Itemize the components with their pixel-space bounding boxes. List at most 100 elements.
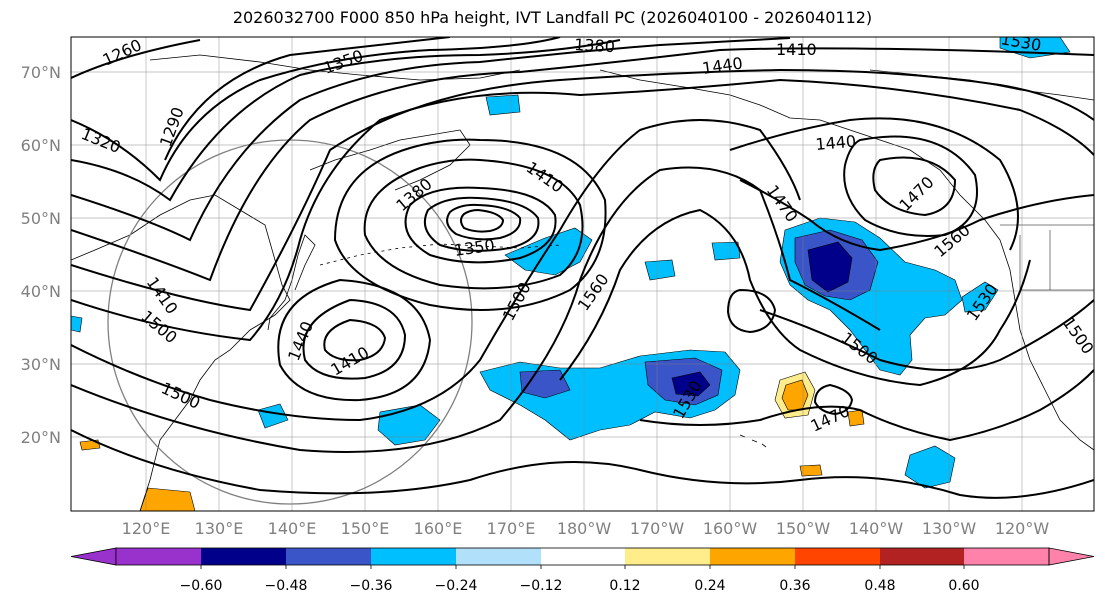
lon-tick: 160°W <box>703 519 758 538</box>
contour-high-ring <box>726 288 777 334</box>
colorbar-extend-high <box>1048 547 1095 566</box>
colorbar-tick: 0.12 <box>609 578 640 594</box>
colorbar-tick: 0.36 <box>779 578 810 594</box>
lon-tick: 160°E <box>414 519 463 538</box>
colorbar-tick: −0.12 <box>520 578 563 594</box>
colorbar-segment <box>201 548 286 565</box>
ivt-patch-8 <box>961 281 999 313</box>
contour-1260 <box>71 39 201 79</box>
colorbar-segment <box>880 548 964 565</box>
lat-tick: 30°N <box>21 355 61 374</box>
contour-east-1530 <box>739 179 1094 252</box>
coast-siberia <box>149 54 521 81</box>
contour-east-1500 <box>729 117 1019 251</box>
lat-tick: 60°N <box>21 136 61 155</box>
contour-label: 1440 <box>815 132 857 154</box>
contour-1500-east <box>759 299 1094 371</box>
contour-low-ring-3 <box>446 203 522 241</box>
colorbar-tick: 0.24 <box>694 578 725 594</box>
colorbar-segment <box>286 548 371 565</box>
ivt-patch-6 <box>644 259 676 281</box>
ivt-positive-5 <box>799 464 823 477</box>
colorbar-segments <box>70 547 1095 569</box>
contour-low-ring-outer2 <box>333 138 607 311</box>
colorbar-segment <box>625 548 710 565</box>
colorbar-tick-labels: −0.60 −0.48 −0.36 −0.24 −0.12 0.12 0.24 … <box>180 578 980 594</box>
contour-1410 <box>71 47 1094 282</box>
ivt-patch-7 <box>711 241 741 261</box>
lon-tick: 150°W <box>776 519 831 538</box>
ivt-positive-4 <box>139 487 196 511</box>
coast-north-america <box>999 239 1094 451</box>
contour-low-ring-2 <box>424 196 540 252</box>
contour-sub-1530 <box>639 369 1094 442</box>
lat-tick-labels: 20°N 30°N 40°N 50°N 60°N 70°N <box>21 63 61 447</box>
lon-tick: 140°E <box>268 519 317 538</box>
contour-1320 <box>71 37 561 182</box>
contour-1290 <box>164 37 451 161</box>
ivt-patch-4 <box>485 94 521 116</box>
page-title: 2026032700 F000 850 hPa height, IVT Land… <box>232 8 873 27</box>
contour-high-1470 <box>813 383 854 416</box>
contour-1500-south <box>71 429 1094 499</box>
coast-alaska <box>599 69 1001 241</box>
contour-1470-west <box>71 78 1094 342</box>
contour-pac-low-1470 <box>277 278 432 402</box>
ivt-patch-3 <box>904 445 956 489</box>
lon-tick: 170°E <box>487 519 536 538</box>
colorbar-segment <box>541 548 625 565</box>
colorbar-segment <box>795 548 880 565</box>
lon-tick: 120°W <box>995 519 1050 538</box>
lon-tick: 180°W <box>557 519 612 538</box>
colorbar-tick: −0.24 <box>435 578 478 594</box>
contour-low-ring-1 <box>404 186 557 264</box>
contour-east-1470 <box>843 135 978 237</box>
ivt-shading <box>71 37 1071 511</box>
lon-tick: 130°E <box>195 519 244 538</box>
ivt-patch-9 <box>71 315 83 333</box>
contour-pac-low-1440 <box>302 298 407 380</box>
contour-1380 <box>71 37 791 242</box>
lat-tick: 20°N <box>21 428 61 447</box>
ivt-patch-2 <box>257 403 289 429</box>
contour-pac-low-1410 <box>323 318 387 362</box>
ivt-region-subtropical-max <box>671 371 711 397</box>
colorbar-tick: −0.60 <box>180 578 223 594</box>
lat-tick: 70°N <box>21 63 61 82</box>
contour-label: 1380 <box>574 35 616 56</box>
contour-low-ring-4 <box>460 208 505 233</box>
lon-tick: 170°W <box>630 519 685 538</box>
colorbar-segment <box>710 548 795 565</box>
height-contours <box>71 37 1094 499</box>
colorbar-tick: −0.36 <box>350 578 393 594</box>
colorbar-segment <box>456 548 541 565</box>
contour-low-ring-outer <box>363 158 584 290</box>
colorbar-segment <box>116 548 201 565</box>
colorbar-tick: 0.48 <box>864 578 895 594</box>
lon-tick: 140°W <box>849 519 904 538</box>
colorbar-segment <box>964 548 1049 565</box>
lon-tick: 120°E <box>122 519 171 538</box>
state-borders <box>1000 224 1094 291</box>
colorbar-tick: 0.60 <box>948 578 979 594</box>
lon-tick: 130°W <box>922 519 977 538</box>
colorbar-tick: −0.48 <box>265 578 308 594</box>
contour-1440 <box>71 68 1094 312</box>
colorbar: −0.60 −0.48 −0.36 −0.24 −0.12 0.12 0.24 … <box>70 547 1095 594</box>
contour-label: 1410 <box>776 40 817 59</box>
contour-1530 <box>71 166 881 453</box>
colorbar-extend-low <box>70 547 117 566</box>
ivt-region-ne-pacific-max <box>807 241 853 293</box>
lat-tick: 50°N <box>21 209 61 228</box>
lon-tick-labels: 120°E 130°E 140°E 150°E 160°E 170°E 180°… <box>122 519 1050 538</box>
coast-kamchatka <box>309 129 471 191</box>
coast-east-asia <box>71 194 291 511</box>
ivt-positive-2 <box>847 409 865 427</box>
contour-1500-main <box>71 119 801 422</box>
contour-1560 <box>559 208 1031 387</box>
colorbar-segment <box>371 548 456 565</box>
colorbar-frame <box>115 547 1050 566</box>
map-frame <box>70 36 1095 512</box>
